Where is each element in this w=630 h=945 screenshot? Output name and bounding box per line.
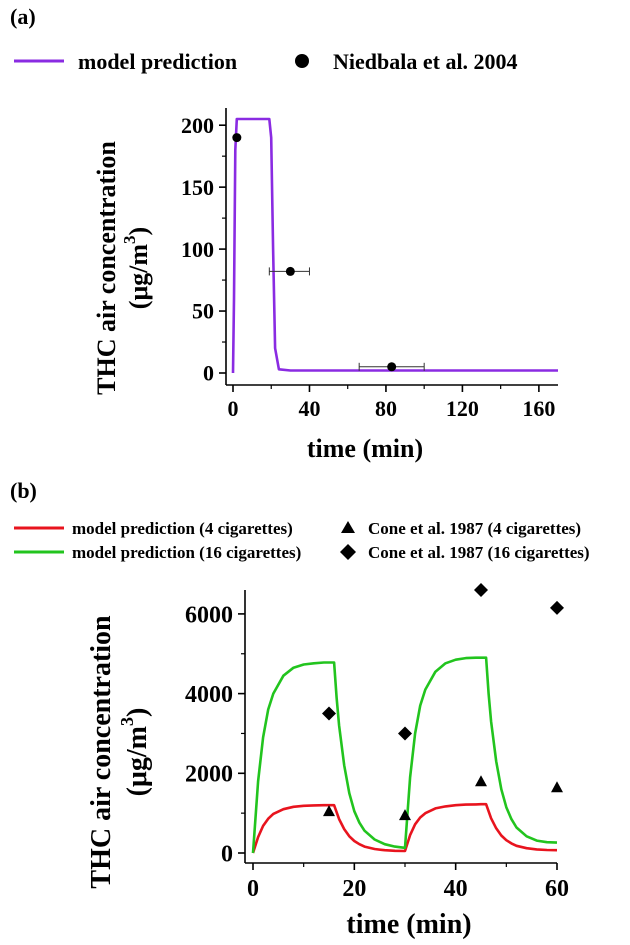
- panel-b-ylabel: THC air concentration (μg/m3): [86, 615, 153, 889]
- series-line: [251, 656, 558, 854]
- series-line: [231, 117, 558, 374]
- data-point: [387, 362, 397, 372]
- legend-b-red-label: model prediction (4 cigarettes): [72, 519, 293, 538]
- panel-b-plot-area: 0 2000 4000 6000 0 20 40 60: [185, 583, 569, 902]
- legend-a-model-label: model prediction: [78, 49, 237, 74]
- x-tick-label: 0: [228, 396, 239, 421]
- legend-a-niedbala-label: Niedbala et al. 2004: [333, 49, 518, 74]
- x-tick-label: 40: [298, 396, 320, 421]
- panel-a-ylabel-line1: THC air concentration: [92, 141, 121, 395]
- legend-b-diamond-label: Cone et al. 1987 (16 cigarettes): [368, 543, 590, 562]
- x-tick-label: 120: [446, 396, 479, 421]
- legend-b-green-label: model prediction (16 cigarettes): [72, 543, 301, 562]
- data-point-triangle: [551, 781, 563, 793]
- x-tick-label: 60: [545, 876, 569, 902]
- data-point-triangle: [399, 809, 411, 821]
- data-point-triangle: [475, 775, 487, 787]
- y-tick-label: 200: [181, 113, 214, 138]
- panel-b-label: (b): [10, 478, 37, 503]
- panel-a-label: (a): [10, 4, 36, 29]
- data-point: [285, 266, 295, 276]
- data-point-diamond: [398, 726, 412, 741]
- panel-a-ylabel: THC air concentration (μg/m3): [92, 141, 153, 395]
- data-point-diamond: [550, 600, 564, 615]
- x-tick-label: 40: [444, 876, 468, 902]
- y-tick-label: 4000: [185, 682, 233, 708]
- x-tick-label: 80: [375, 396, 397, 421]
- data-point-diamond: [474, 583, 488, 597]
- y-tick-label: 0: [221, 841, 233, 867]
- panel-b-xlabel: time (min): [346, 909, 471, 940]
- data-point-triangle: [323, 805, 335, 817]
- data-point-diamond: [322, 706, 336, 721]
- series-line: [251, 802, 558, 854]
- panel-a-ylabel-line2: (μg/m3): [120, 227, 153, 309]
- x-tick-label: 0: [247, 876, 259, 902]
- y-tick-label: 2000: [185, 762, 233, 788]
- legend-b-triangle-swatch: [341, 521, 355, 533]
- y-tick-label: 100: [181, 237, 214, 262]
- x-tick-label: 160: [522, 396, 555, 421]
- x-tick-label: 20: [342, 876, 366, 902]
- y-tick-label: 50: [192, 299, 214, 324]
- legend-b-triangle-label: Cone et al. 1987 (4 cigarettes): [368, 519, 581, 538]
- y-tick-label: 150: [181, 175, 214, 200]
- data-point: [232, 133, 242, 143]
- legend-a-marker-swatch: [295, 54, 309, 68]
- panel-a-xlabel: time (min): [307, 434, 423, 463]
- panel-a-plot-area: 0 50 100 150 200 0 40 80 120 160: [181, 108, 558, 421]
- panel-b-ylabel-line1: THC air concentration: [86, 615, 117, 889]
- panel-b-ylabel-line2: (μg/m3): [117, 708, 153, 797]
- legend-b-diamond-swatch: [340, 544, 356, 560]
- y-tick-label: 6000: [185, 602, 233, 628]
- y-tick-label: 0: [203, 361, 214, 386]
